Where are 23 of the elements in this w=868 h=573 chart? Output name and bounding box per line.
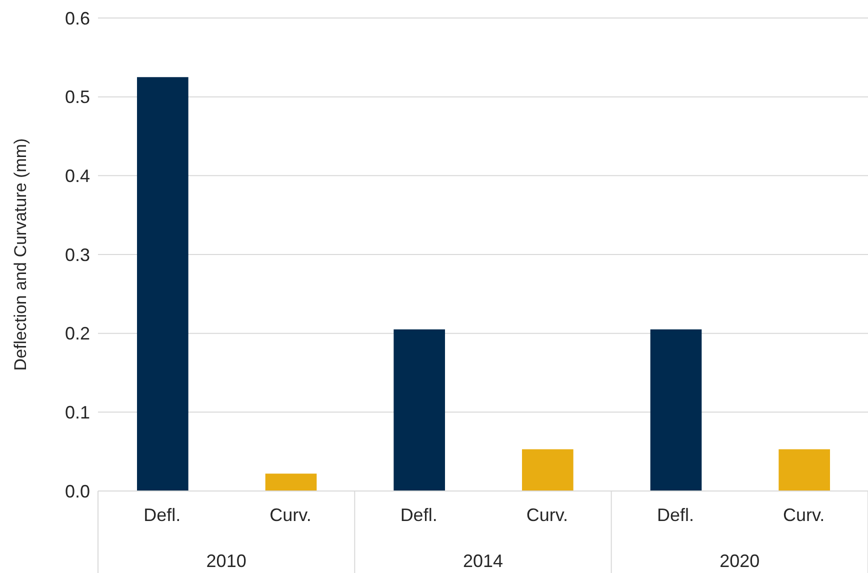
bar [394, 329, 445, 491]
bar [778, 449, 830, 491]
y-tick-label: 0.2 [64, 324, 90, 344]
series-label: Curv. [270, 505, 312, 525]
bar [137, 77, 188, 491]
text: Curv. [782, 505, 825, 525]
bar [650, 329, 702, 491]
y-tick-label: 0.4 [64, 166, 90, 186]
text: Defl. [656, 505, 694, 525]
y-tick-label: 0.0 [64, 481, 90, 502]
y-tick-label: 0.6 [64, 8, 90, 28]
y-axis-title: Deflection and Curvature (mm) [11, 138, 30, 371]
x-tick-label: 2010 [206, 551, 246, 571]
bar [522, 449, 574, 491]
x-tick-label: 2020 [720, 551, 760, 571]
bar [265, 474, 317, 491]
y-tick-label: 0.5 [64, 87, 90, 108]
y-tick-label: 0.1 [64, 402, 90, 423]
series-label: Defl. [144, 505, 181, 525]
y-tick-label: 0.3 [64, 244, 90, 265]
text: Defl. [400, 505, 438, 525]
x-tick-label: 2014 [462, 551, 504, 571]
text: Curv. [526, 505, 568, 525]
